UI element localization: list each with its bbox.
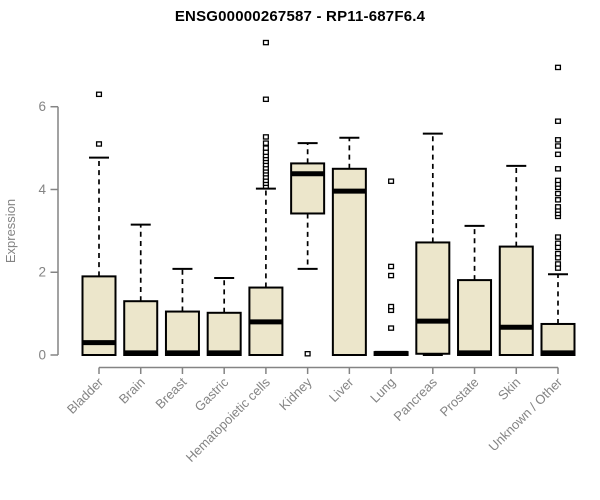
- outlier-point-bladder: [95, 91, 103, 98]
- outlier-point-unknown-other: [554, 234, 562, 240]
- x-axis-category-label-unknown-other: Unknown / Other: [486, 374, 566, 454]
- x-axis-category-label-kidney: Kidney: [276, 374, 315, 413]
- box-pancreas: [415, 241, 451, 355]
- outlier-point-bladder: [95, 141, 103, 147]
- outlier-point-unknown-other: [554, 151, 562, 158]
- x-axis-category-label-pancreas: Pancreas: [390, 374, 440, 424]
- box-kidney: [290, 162, 326, 215]
- outlier-point-unknown-other: [554, 137, 562, 143]
- box-brain: [123, 300, 159, 356]
- outlier-point-unknown-other: [554, 197, 562, 203]
- outlier-point-unknown-other: [554, 190, 562, 197]
- outlier-point-unknown-other: [554, 240, 562, 247]
- y-axis-tick-label: 6: [38, 99, 46, 114]
- x-axis-category-label-lung: Lung: [367, 375, 398, 406]
- outlier-point-lung: [388, 178, 395, 184]
- y-axis-tick-label: 2: [38, 265, 46, 280]
- chart-title: ENSG00000267587 - RP11-687F6.4: [174, 8, 426, 25]
- x-axis-category-label-bladder: Bladder: [64, 374, 107, 417]
- box-breast: [164, 310, 200, 356]
- outlier-point-hematopoietic-cells: [262, 140, 269, 146]
- outlier-point-unknown-other: [554, 166, 562, 172]
- y-axis-tick-label: 0: [38, 348, 46, 363]
- x-axis-category-label-skin: Skin: [495, 375, 523, 403]
- box-prostate: [457, 279, 493, 356]
- outlier-point-lung: [388, 303, 395, 310]
- outlier-point-hematopoietic-cells: [262, 134, 269, 140]
- x-axis-category-label-brain: Brain: [116, 375, 148, 407]
- x-axis-category-label-breast: Breast: [152, 374, 189, 411]
- outlier-point-unknown-other: [554, 64, 562, 71]
- outlier-point-unknown-other: [554, 204, 562, 210]
- y-axis-tick-label: 4: [38, 182, 46, 197]
- outlier-point-hematopoietic-cells: [262, 96, 269, 103]
- box-unknown-other: [540, 322, 576, 356]
- outlier-point-unknown-other: [554, 177, 562, 184]
- box-skin: [498, 245, 534, 356]
- x-axis-category-label-liver: Liver: [326, 374, 357, 405]
- outlier-point-hematopoietic-cells: [262, 39, 269, 46]
- outlier-point-hematopoietic-cells: [262, 145, 269, 151]
- outlier-point-kidney: [304, 351, 311, 357]
- box-liver: [331, 167, 367, 356]
- outlier-point-unknown-other: [554, 118, 562, 124]
- outlier-point-lung: [388, 272, 395, 279]
- outlier-point-lung: [388, 263, 395, 270]
- y-axis-title: Expression: [3, 199, 18, 263]
- box-gastric: [206, 311, 242, 356]
- outlier-point-unknown-other: [554, 261, 562, 267]
- outlier-point-lung: [388, 325, 395, 331]
- outlier-point-unknown-other: [554, 250, 562, 257]
- outlier-point-unknown-other: [554, 143, 562, 149]
- x-axis-category-label-gastric: Gastric: [192, 374, 232, 414]
- x-axis-category-label-prostate: Prostate: [437, 375, 482, 420]
